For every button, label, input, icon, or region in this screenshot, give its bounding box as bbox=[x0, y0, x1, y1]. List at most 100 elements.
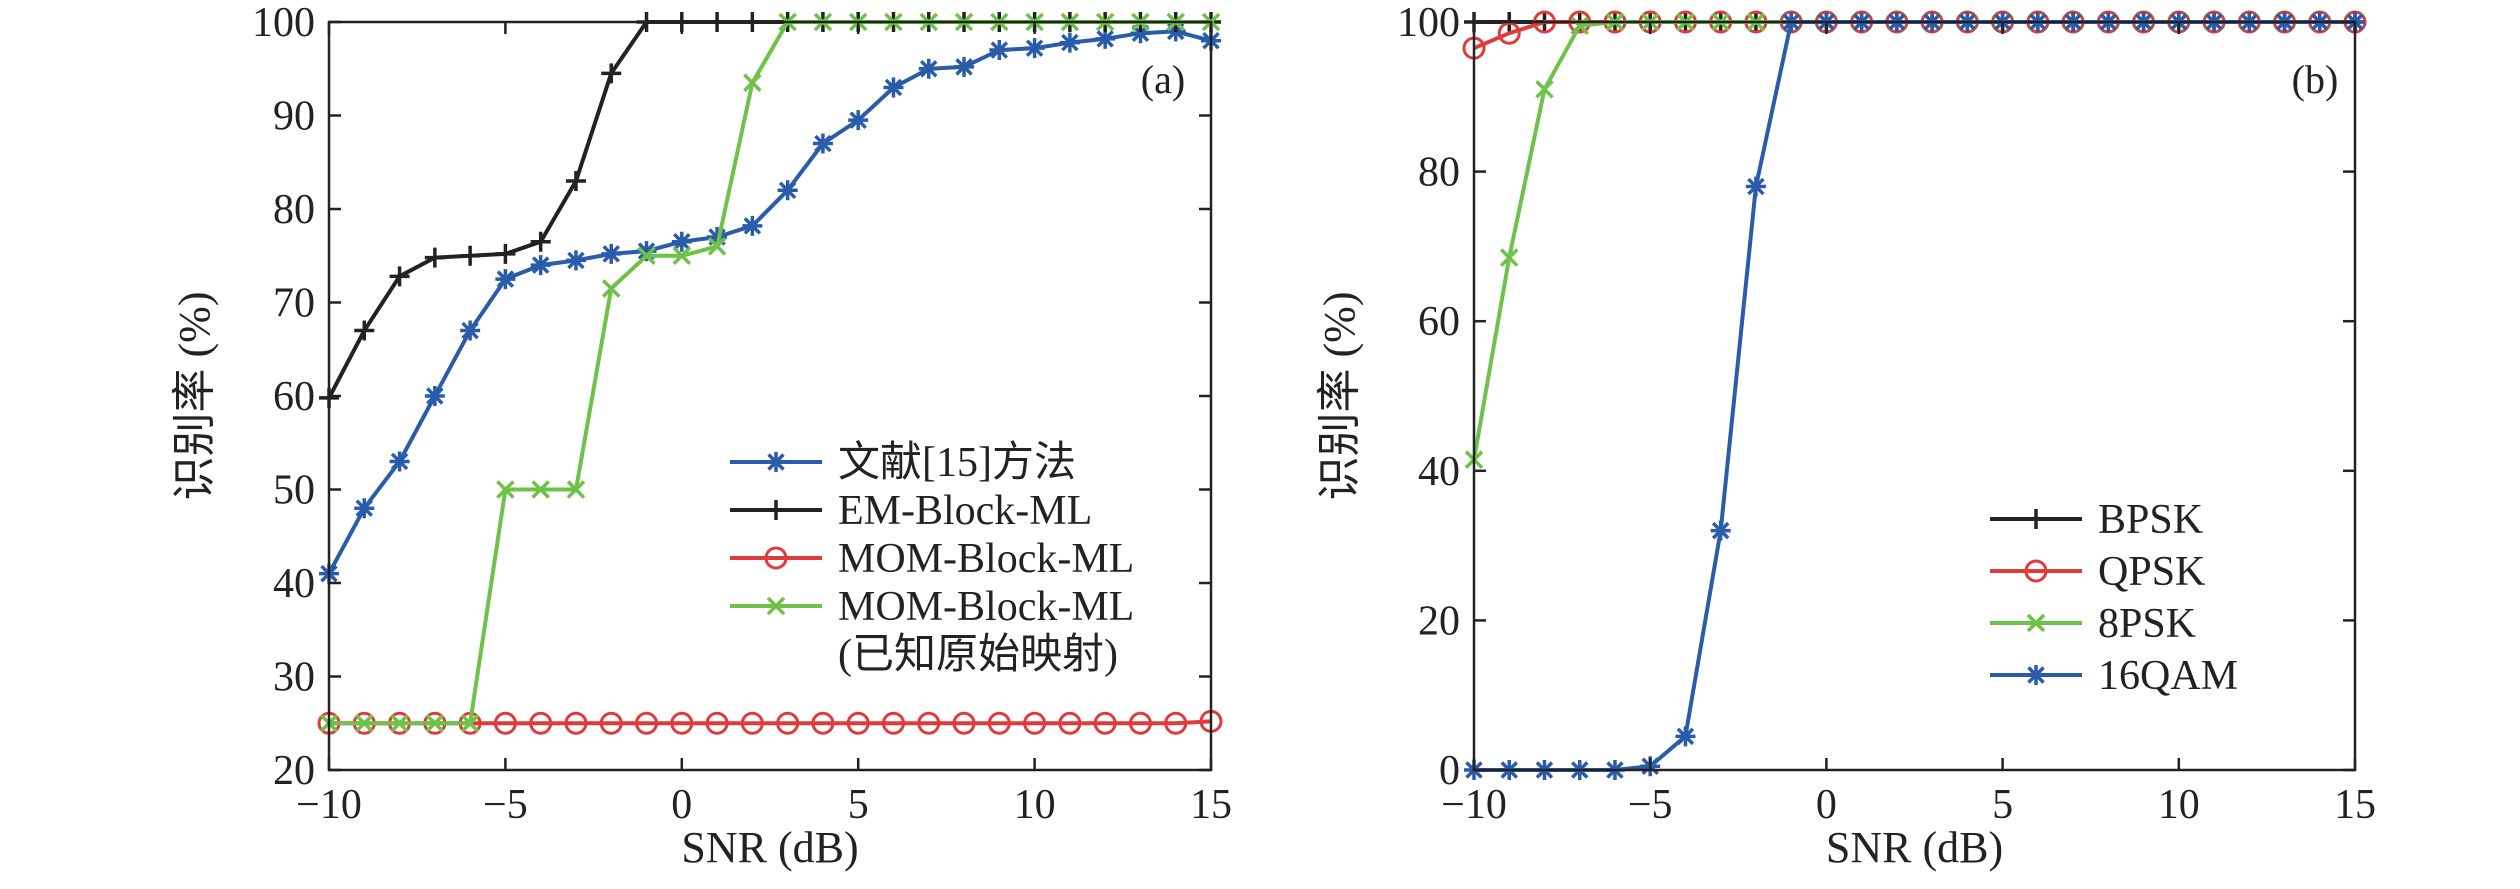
panel-a-series-2-point-14 bbox=[811, 711, 835, 735]
panel-a-series-3-point-8 bbox=[602, 279, 621, 298]
panel-a-series-2-point-8 bbox=[599, 711, 623, 735]
panel-b-legend-label-1: QPSK bbox=[2098, 549, 2205, 595]
panel-b-ytick-label-0: 0 bbox=[1439, 748, 1460, 794]
panel-a-series-0-point-6 bbox=[530, 255, 551, 276]
panel-a-ytick-label-8: 100 bbox=[252, 0, 315, 46]
panel-a-series-3-point-3 bbox=[425, 714, 445, 733]
panel-a-ytick-label-2: 40 bbox=[273, 561, 315, 607]
panel-b-series-2-line bbox=[1472, 20, 2355, 460]
panel-a-series-2-point-13 bbox=[776, 711, 800, 735]
panel-a-series-0 bbox=[319, 21, 1221, 584]
panel-b-tag: (b) bbox=[2292, 57, 2339, 102]
panel-a-legend-label-3-line2: (已知原始映射) bbox=[838, 632, 1118, 678]
panel-a-series-0-point-2 bbox=[389, 451, 410, 472]
panel-a-series-2-line bbox=[329, 719, 1212, 726]
panel-a-xtick-label-4: 10 bbox=[1014, 782, 1056, 828]
panel-a-ytick-label-6: 80 bbox=[273, 187, 315, 233]
panel-a-series-0-point-22 bbox=[1095, 28, 1116, 49]
panel-a-series-1-point-4 bbox=[460, 245, 481, 266]
panel-b-legend-entry-2: 8PSK bbox=[1990, 601, 2196, 647]
panel-a-series-0-point-8 bbox=[601, 243, 622, 264]
panel-a-series-0-point-20 bbox=[1024, 38, 1045, 59]
panel-a-series-0-point-15 bbox=[848, 110, 869, 131]
panel-b-chart: −10 −5 0 5 10 15 0 20 40 60 80 100 SNR (dB) 识别率 (%) (b… bbox=[1315, 0, 2376, 872]
panel-a-series-3-point-11 bbox=[707, 237, 727, 256]
panel-a-series-2-point-20 bbox=[1023, 711, 1047, 735]
panel-a-series-2-point-11 bbox=[705, 711, 729, 735]
panel-b-ylabel: 识别率 (%) bbox=[1315, 292, 1364, 501]
panel-b-ytick-label-1: 20 bbox=[1418, 598, 1460, 644]
panel-b-xtick-label-0: −10 bbox=[1441, 782, 1507, 828]
panel-a-series-1-point-8 bbox=[601, 63, 622, 84]
panel-a-ylabel: 识别率 (%) bbox=[170, 292, 219, 501]
panel-a-legend-marker-1 bbox=[766, 500, 786, 520]
panel-a-series-2-point-24 bbox=[1164, 711, 1188, 735]
panel-b-xtick-label-3: 5 bbox=[1992, 782, 2013, 828]
panel-a-series-2-point-10 bbox=[670, 711, 694, 735]
panel-b-xtick-label-4: 10 bbox=[2158, 782, 2200, 828]
panel-a-series-0-point-4 bbox=[460, 320, 481, 341]
panel-a-series-3-point-6 bbox=[531, 480, 550, 499]
panel-a-series-1-point-3 bbox=[424, 247, 445, 268]
panel-a-ytick-label-7: 90 bbox=[273, 94, 315, 140]
panel-a-series-3-point-7 bbox=[566, 480, 586, 499]
panel-b-ytick-label-2: 40 bbox=[1418, 449, 1460, 495]
panel-a-series-3-point-12 bbox=[743, 73, 762, 93]
panel-a-series-2-point-6 bbox=[529, 711, 553, 735]
panel-a-ytick-label-4: 60 bbox=[273, 374, 315, 420]
panel-a-series-1-point-2 bbox=[389, 266, 410, 287]
panel-b-legend-entry-3: 16QAM bbox=[1990, 653, 2238, 699]
panel-a-xtick-label-0: −10 bbox=[296, 782, 362, 828]
panel-b-series-2-point-3 bbox=[1570, 16, 1589, 35]
panel-a-series-0-point-5 bbox=[495, 269, 516, 290]
panel-a-legend-label-0: 文献[15]方法 bbox=[838, 439, 1076, 486]
panel-a-series-0-point-23 bbox=[1130, 23, 1151, 44]
panel-b-legend-label-3: 16QAM bbox=[2098, 653, 2238, 699]
panel-a-ytick-label-5: 70 bbox=[273, 281, 315, 327]
panel-a-series-2-point-7 bbox=[564, 711, 588, 735]
panel-b-series-3-point-6 bbox=[1675, 726, 1696, 747]
panel-a-xtick-label-2: 0 bbox=[671, 782, 692, 828]
panel-a-series-0-point-16 bbox=[883, 77, 904, 98]
panel-a-legend-marker-3 bbox=[766, 596, 786, 616]
panel-a-series-2-point-18 bbox=[952, 711, 976, 735]
panel-a-chart: −10 −5 0 5 10 15 20 30 40 50 60 70 80 90 100 SNR (dB) 识别… bbox=[170, 0, 1232, 872]
panel-b-legend: BPSK QPSK 8PSK 16QAM bbox=[1990, 497, 2238, 699]
panel-a-xtick-label-1: −5 bbox=[483, 782, 528, 828]
panel-a-legend-marker-0 bbox=[766, 452, 786, 472]
panel-a-series-3-point-9 bbox=[637, 246, 656, 265]
panel-a-series-2-point-9 bbox=[635, 711, 659, 735]
panel-b-xlabel: SNR (dB) bbox=[1826, 823, 2003, 872]
panel-a-series-3-point-10 bbox=[672, 246, 692, 265]
panel-a-series-0-point-9 bbox=[636, 241, 657, 262]
panel-b-legend-marker-3 bbox=[2026, 665, 2046, 685]
panel-a-series-3-point-5 bbox=[496, 480, 515, 499]
panel-b-series-2-point-2 bbox=[1535, 80, 1554, 99]
panel-a-series-2-point-22 bbox=[1093, 711, 1117, 735]
panel-a-series-2-point-12 bbox=[740, 711, 764, 735]
panel-a-xtick-label-3: 5 bbox=[848, 782, 869, 828]
panel-b-ytick-label-3: 60 bbox=[1418, 299, 1460, 345]
panel-b-xtick-label-5: 15 bbox=[2334, 782, 2376, 828]
panel-a-legend-label-1: EM-Block-ML bbox=[838, 488, 1092, 534]
panel-a-legend-marker-2 bbox=[764, 546, 788, 570]
panel-a-series-3-point-1 bbox=[355, 714, 374, 733]
panel-b-legend-marker-2 bbox=[2026, 613, 2046, 633]
panel-a-series-2-point-17 bbox=[917, 711, 941, 735]
panel-a-series-0-point-18 bbox=[954, 56, 975, 77]
panel-b-xtick-label-1: −5 bbox=[1628, 782, 1673, 828]
panel-a-ytick-label-1: 30 bbox=[273, 655, 315, 701]
panel-a-series-0-point-7 bbox=[565, 250, 586, 271]
panel-b-ytick-label-5: 100 bbox=[1397, 0, 1460, 46]
panel-b-legend-marker-0 bbox=[2026, 509, 2046, 529]
panel-a-series-1-point-1 bbox=[354, 320, 375, 341]
panel-b-axes-box bbox=[1472, 20, 2357, 772]
panel-a-xlabel: SNR (dB) bbox=[681, 823, 858, 872]
panel-a-series-0-point-10 bbox=[671, 231, 692, 252]
panel-b-series-1 bbox=[1462, 10, 2367, 60]
panel-b-legend-label-2: 8PSK bbox=[2098, 601, 2196, 647]
panel-b-legend-entry-1: QPSK bbox=[1990, 549, 2205, 595]
panel-a-legend-entry-0: 文献[15]方法 bbox=[730, 439, 1076, 486]
panel-b-series-3-point-8 bbox=[1745, 176, 1766, 197]
